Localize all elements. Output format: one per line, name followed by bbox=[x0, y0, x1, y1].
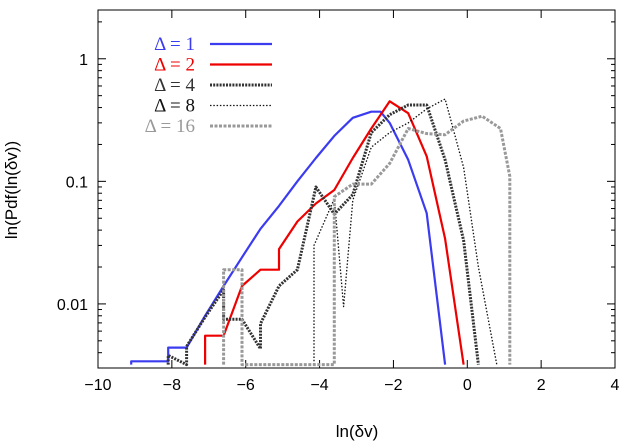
x-tick-label: 2 bbox=[537, 377, 546, 394]
y-tick-label: 0.1 bbox=[66, 174, 88, 191]
legend-label-1: Δ = 1 bbox=[154, 34, 195, 55]
y-tick-label: 0.01 bbox=[57, 297, 88, 314]
legend-label-5: Δ = 16 bbox=[145, 116, 195, 137]
x-tick-label: −6 bbox=[237, 377, 255, 394]
x-tick-label: 0 bbox=[463, 377, 472, 394]
ticks-layer: −10 −8 −6 −4 −2 0 2 4 0.01 0.1 1 bbox=[57, 10, 620, 394]
x-tick-label: −10 bbox=[84, 377, 111, 394]
series-line-1 bbox=[130, 110, 447, 365]
plot-frame bbox=[97, 9, 616, 369]
legend-label-4: Δ = 8 bbox=[154, 96, 195, 117]
legend: Δ = 1Δ = 2Δ = 4Δ = 8Δ = 16 bbox=[145, 34, 272, 137]
series-layer bbox=[130, 98, 512, 367]
x-tick-label: −4 bbox=[310, 377, 328, 394]
x-tick-label: 4 bbox=[611, 377, 620, 394]
series-line-4 bbox=[313, 98, 498, 365]
series-line-3 bbox=[166, 103, 480, 367]
series-line-2 bbox=[204, 100, 465, 365]
series-line-5 bbox=[222, 114, 512, 367]
y-axis-label: ln(Pdf(ln(δv)) bbox=[2, 141, 21, 239]
legend-label-2: Δ = 2 bbox=[154, 55, 195, 76]
x-tick-label: −2 bbox=[384, 377, 402, 394]
legend-label-3: Δ = 4 bbox=[154, 75, 195, 96]
y-tick-label: 1 bbox=[79, 52, 88, 69]
x-tick-label: −8 bbox=[163, 377, 181, 394]
x-axis-label: ln(δv) bbox=[336, 422, 379, 441]
